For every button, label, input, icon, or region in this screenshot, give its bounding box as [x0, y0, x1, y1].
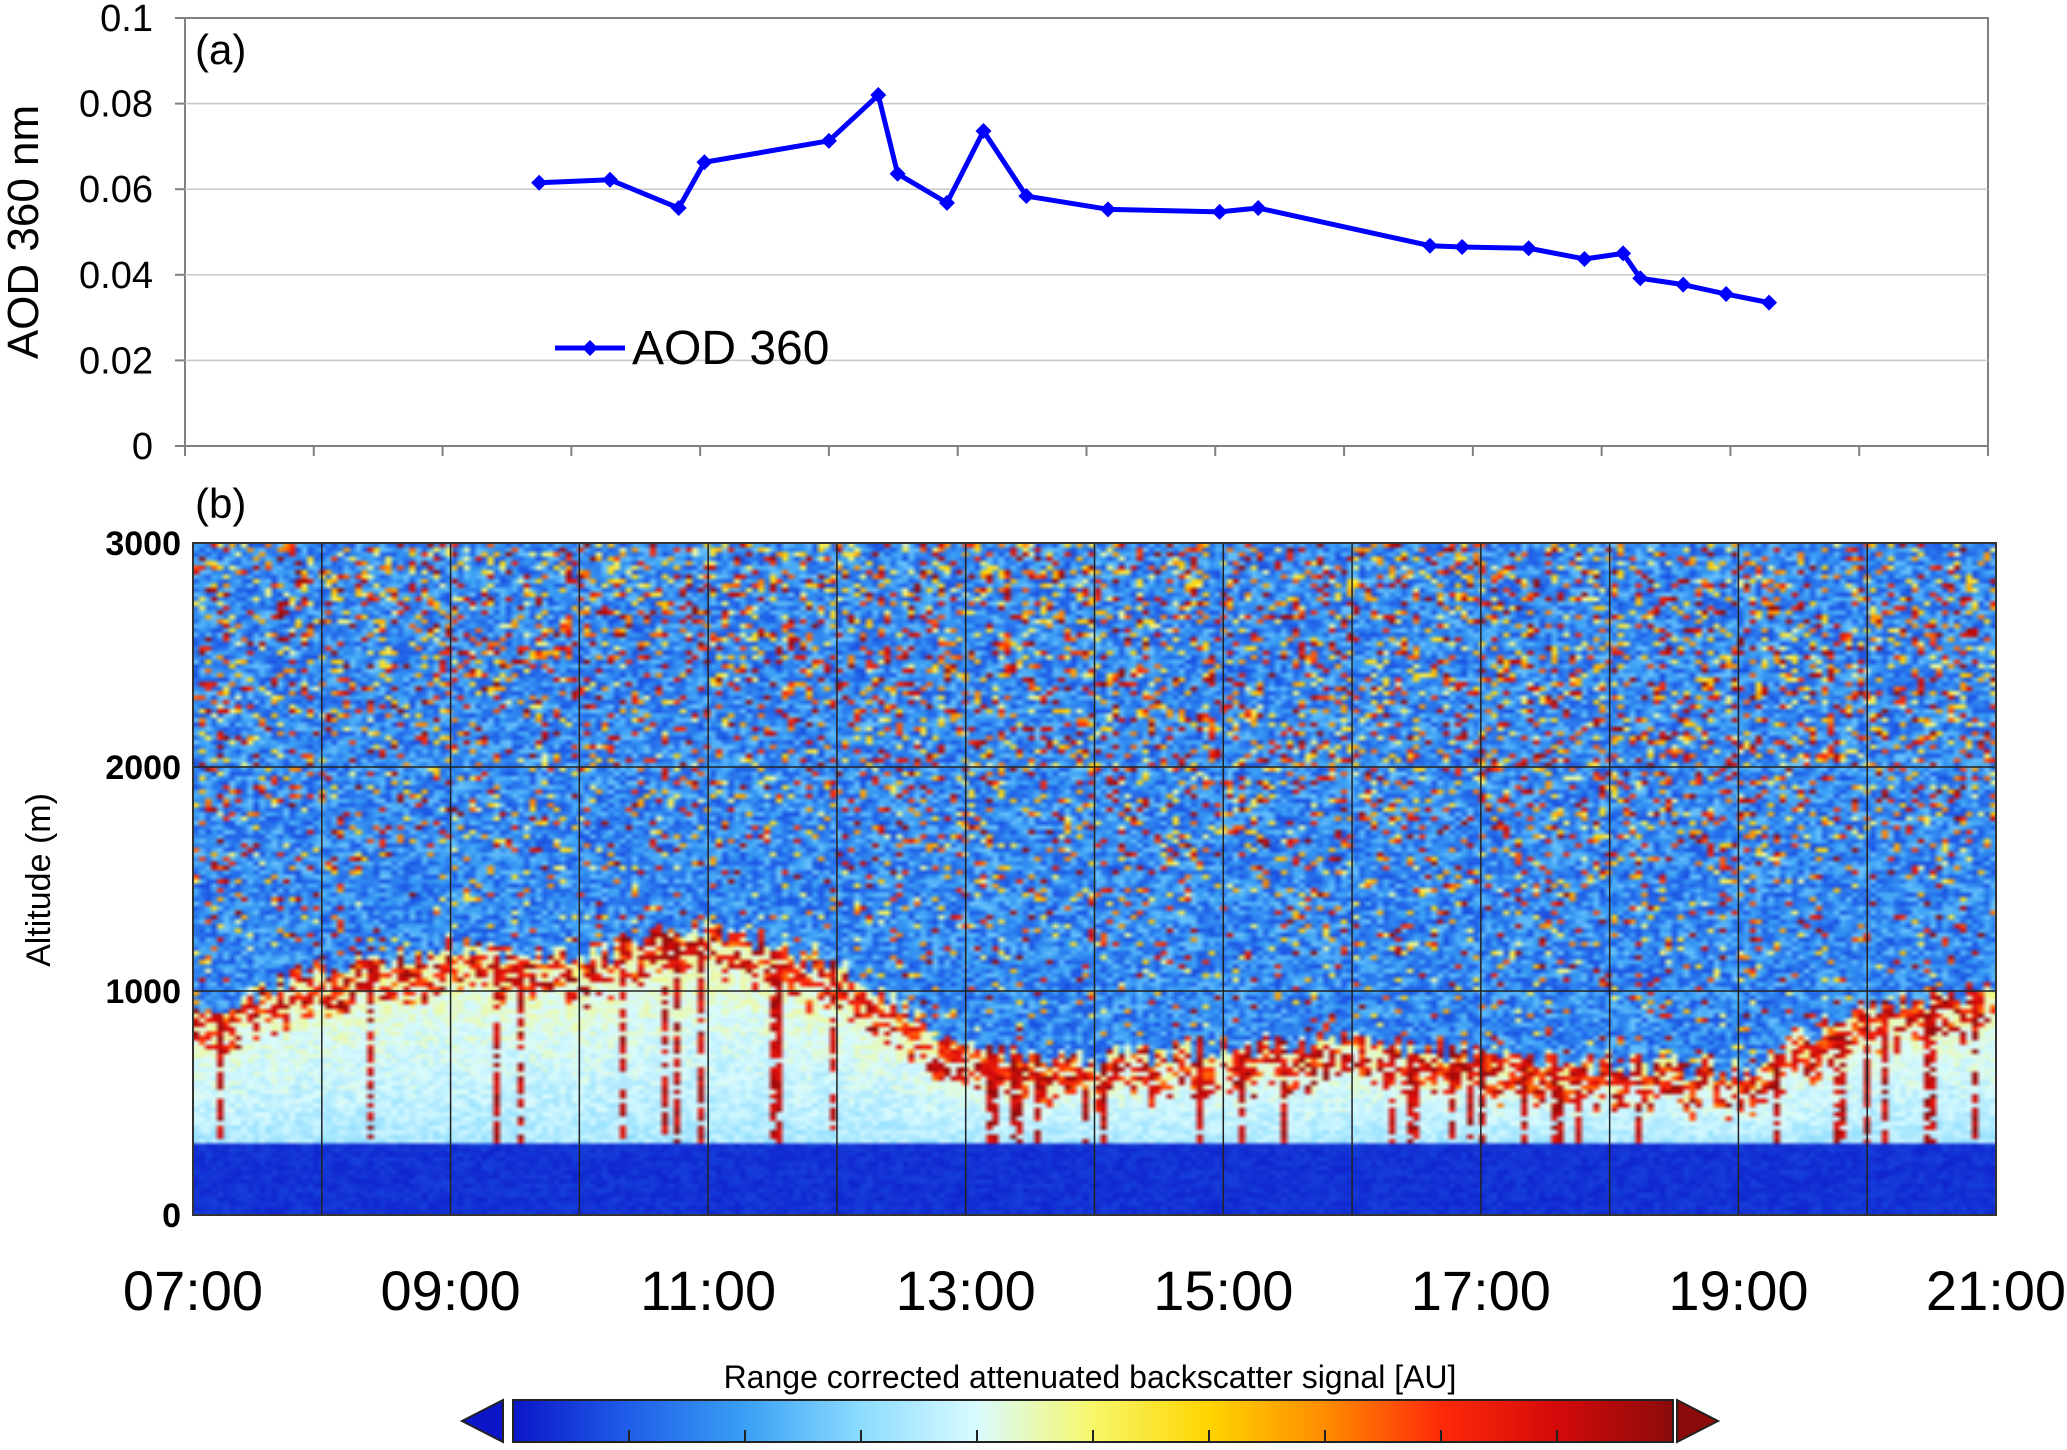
backscatter-x-tick-label: 09:00	[381, 1259, 521, 1322]
backscatter-x-tick-label: 11:00	[640, 1259, 776, 1322]
aod-y-tick-label: 0.1	[100, 0, 153, 40]
aod-panel-label: (a)	[195, 26, 246, 73]
aod-data-point	[1615, 245, 1632, 262]
aod-data-point	[1675, 276, 1692, 293]
aod-y-tick-label: 0.06	[79, 169, 153, 211]
backscatter-panel-label: (b)	[195, 480, 246, 527]
aod-data-point	[1099, 201, 1116, 218]
aod-data-point	[1761, 294, 1778, 311]
aod-data-point	[1454, 238, 1471, 255]
aod-legend-marker	[582, 340, 598, 356]
aod-legend: AOD 360	[555, 322, 829, 375]
aod-data-point	[1018, 188, 1035, 205]
aod-data-point	[696, 154, 713, 171]
backscatter-panel: (b) 0 1000 2000 3000 07:00 09:00 11:00 13:00 15…	[20, 480, 2066, 1322]
aod-y-tick-label: 0.04	[79, 255, 153, 297]
backscatter-x-tick-label: 17:00	[1411, 1259, 1551, 1322]
aod-data-point	[938, 194, 955, 211]
aod-data-point	[670, 200, 687, 217]
aod-data-point	[601, 171, 618, 188]
aod-data-point	[531, 174, 548, 191]
backscatter-x-tick-label: 19:00	[1668, 1259, 1808, 1322]
aod-data-point	[1421, 237, 1438, 254]
backscatter-x-tick-label: 13:00	[896, 1259, 1036, 1322]
backscatter-y-axis-label: Altitude (m)	[20, 793, 58, 967]
aod-data-point	[889, 165, 906, 182]
backscatter-plot-frame	[192, 542, 1997, 1216]
aod-data-point	[1718, 286, 1735, 303]
aod-panel: 0 0.02 0.04 0.06 0.08 0.1 (a) AOD 360 nm AOD …	[0, 0, 1989, 468]
backscatter-y-tick-label: 3000	[105, 525, 181, 563]
aod-data-point	[1211, 203, 1228, 220]
aod-legend-label: AOD 360	[632, 322, 829, 375]
aod-gridlines	[185, 102, 1988, 362]
colorbar-label: Range corrected attenuated backscatter s…	[724, 1359, 1457, 1395]
aod-y-tick-label: 0	[132, 426, 153, 468]
backscatter-y-tick-labels: 0 1000 2000 3000	[105, 525, 181, 1235]
aod-data-point	[975, 122, 992, 139]
aod-data-point	[1250, 200, 1267, 217]
aod-data-point	[1520, 240, 1537, 257]
backscatter-x-tick-label: 21:00	[1926, 1259, 2066, 1322]
backscatter-heatmap	[192, 543, 1997, 1215]
colorbar-over-arrow	[1676, 1398, 1721, 1444]
aod-y-axis-label: AOD 360 nm	[0, 105, 48, 359]
aod-data-point	[1632, 270, 1649, 287]
aod-plot-frame	[184, 17, 1989, 447]
colorbar: Range corrected attenuated backscatter s…	[459, 1359, 1721, 1444]
aod-data-point	[870, 87, 887, 104]
backscatter-x-tick-label: 07:00	[123, 1259, 263, 1322]
backscatter-x-tick-labels: 07:00 09:00 11:00 13:00 15:00 17:00 19:00 21:00	[123, 1259, 2066, 1322]
aod-y-tick-label: 0.02	[79, 340, 153, 382]
colorbar-under-arrow	[459, 1398, 504, 1444]
aod-data-point	[1576, 250, 1593, 267]
aod-x-tick-marks	[184, 446, 1989, 456]
colorbar-ticks	[628, 1430, 1558, 1442]
aod-y-tick-labels: 0 0.02 0.04 0.06 0.08 0.1	[79, 0, 185, 468]
backscatter-y-tick-label: 1000	[105, 973, 181, 1011]
backscatter-y-tick-label: 0	[162, 1197, 181, 1235]
aod-series-line	[539, 92, 1770, 306]
backscatter-x-tick-label: 15:00	[1153, 1259, 1293, 1322]
backscatter-y-tick-label: 2000	[105, 749, 181, 787]
aod-series	[531, 87, 1778, 311]
aod-data-point	[820, 132, 837, 149]
aod-y-tick-label: 0.08	[79, 84, 153, 126]
